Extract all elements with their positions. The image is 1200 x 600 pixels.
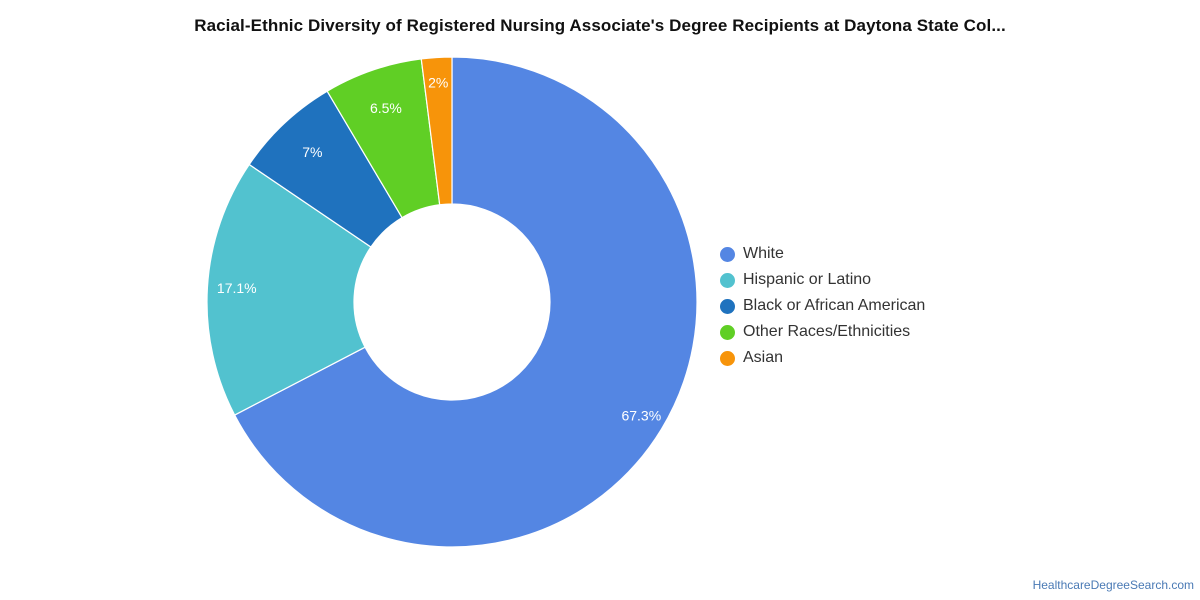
legend-swatch-icon [720, 272, 735, 288]
legend-swatch-icon [720, 298, 735, 314]
legend-swatch-icon [720, 246, 735, 262]
legend-item-asian[interactable]: Asian [720, 345, 925, 371]
legend-item-hispanic-or-latino[interactable]: Hispanic or Latino [720, 267, 925, 293]
legend-swatch-icon [720, 324, 735, 340]
legend-swatch-icon [720, 350, 735, 366]
source-credit[interactable]: HealthcareDegreeSearch.com [1032, 578, 1194, 592]
legend-label: Other Races/Ethnicities [743, 323, 911, 340]
slice-label-hispanic-or-latino: 17.1% [217, 280, 257, 296]
legend-item-black-or-african-american[interactable]: Black or African American [720, 293, 925, 319]
slice-label-white: 67.3% [621, 408, 661, 424]
legend: White Hispanic or Latino Black or African … [720, 241, 925, 371]
slice-white[interactable] [233, 56, 698, 548]
slices-group [206, 56, 698, 548]
legend-label: Asian [743, 349, 784, 366]
legend-item-white[interactable]: White [720, 241, 925, 267]
legend-label: Hispanic or Latino [743, 271, 872, 288]
slice-label-black-or-african-american: 7% [302, 144, 322, 160]
slice-asian[interactable] [420, 56, 453, 206]
slice-label-asian: 2% [428, 75, 448, 91]
legend-item-other-races-ethnicities[interactable]: Other Races/Ethnicities [720, 319, 925, 345]
slice-label-other-races-ethnicities: 6.5% [370, 100, 402, 116]
legend-label: Black or African American [743, 297, 926, 314]
slice-hispanic-or-latino[interactable] [206, 163, 372, 416]
legend-label: White [743, 245, 784, 262]
chart-title: Racial-Ethnic Diversity of Registered Nu… [194, 16, 1006, 35]
slice-labels-group: 67.3% 17.1% 7% 6.5% 2% [217, 75, 661, 424]
